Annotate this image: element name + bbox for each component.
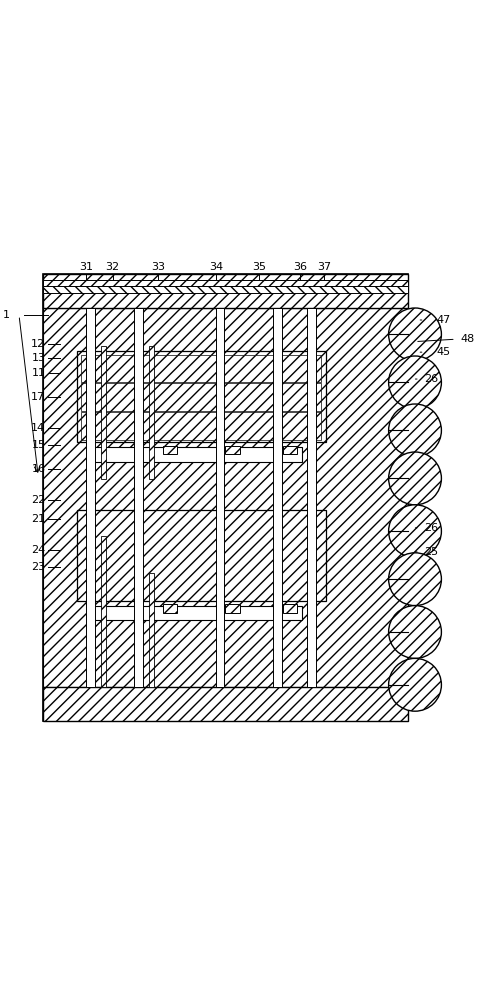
Bar — [43, 274, 408, 308]
Text: 25: 25 — [425, 547, 439, 557]
Bar — [91, 447, 302, 462]
Bar — [43, 286, 408, 293]
Text: 12: 12 — [31, 339, 45, 349]
Bar — [101, 536, 106, 687]
Circle shape — [389, 308, 441, 361]
Bar — [149, 346, 155, 479]
Bar — [101, 346, 106, 479]
Text: 1: 1 — [2, 310, 9, 320]
Text: 13: 13 — [32, 353, 45, 363]
Text: 26: 26 — [425, 374, 439, 384]
Text: 32: 32 — [105, 262, 120, 272]
Bar — [82, 355, 321, 382]
Text: 31: 31 — [79, 262, 93, 272]
Text: 14: 14 — [31, 423, 45, 433]
Bar — [82, 412, 321, 440]
Circle shape — [389, 505, 441, 558]
Text: 45: 45 — [436, 347, 451, 357]
Text: 35: 35 — [252, 262, 266, 272]
Text: 23: 23 — [31, 562, 45, 572]
Text: 11: 11 — [32, 368, 45, 378]
Bar — [283, 604, 297, 613]
Circle shape — [389, 452, 441, 505]
Text: 16: 16 — [32, 464, 45, 474]
Text: 48: 48 — [461, 334, 475, 344]
Bar — [134, 308, 143, 687]
Text: 21: 21 — [31, 514, 45, 524]
Circle shape — [389, 404, 441, 457]
Bar — [91, 606, 302, 620]
Bar — [226, 604, 240, 613]
Circle shape — [389, 658, 441, 711]
Text: 33: 33 — [151, 262, 165, 272]
Bar — [149, 573, 155, 687]
Bar — [226, 446, 240, 454]
Bar — [163, 604, 177, 613]
Text: 22: 22 — [31, 495, 45, 505]
Bar — [43, 280, 408, 286]
Bar — [86, 308, 95, 687]
Bar — [43, 308, 408, 687]
Bar — [43, 687, 408, 721]
Bar — [77, 351, 326, 442]
Bar — [82, 383, 321, 411]
Text: 37: 37 — [317, 262, 331, 272]
Text: 34: 34 — [209, 262, 223, 272]
Bar — [163, 446, 177, 454]
Circle shape — [389, 553, 441, 606]
Text: 36: 36 — [293, 262, 307, 272]
Text: 17: 17 — [31, 392, 45, 402]
Bar — [77, 510, 326, 601]
Text: 24: 24 — [31, 545, 45, 555]
Text: 47: 47 — [436, 315, 451, 325]
Bar — [283, 446, 297, 454]
Bar — [43, 274, 408, 721]
Text: 15: 15 — [32, 440, 45, 450]
Circle shape — [389, 606, 441, 658]
Bar — [307, 308, 315, 687]
Bar — [274, 308, 282, 687]
Text: 26: 26 — [425, 523, 439, 533]
Circle shape — [389, 356, 441, 409]
Bar — [216, 308, 225, 687]
